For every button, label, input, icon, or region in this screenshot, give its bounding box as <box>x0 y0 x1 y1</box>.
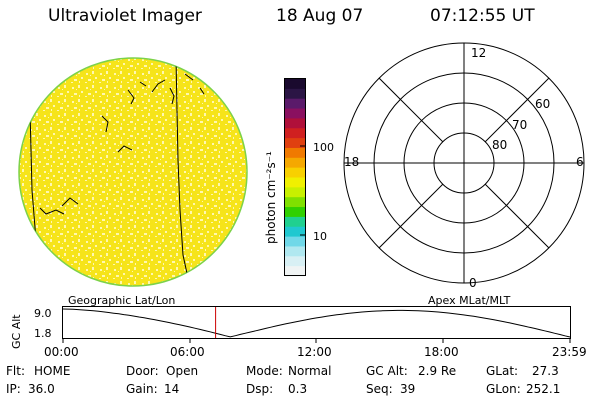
colorbar-segment <box>285 128 305 139</box>
status-glon-label: GLon: <box>486 382 521 396</box>
orbit-plot-frame <box>62 306 571 339</box>
colorbar-segment <box>285 79 305 90</box>
status-dsp-label: Dsp: <box>246 382 274 396</box>
status-glat-label: GLat: <box>486 364 519 378</box>
status-mode-label: Mode: <box>246 364 283 378</box>
polar-mlt-0: 0 <box>469 276 477 290</box>
colorbar-segment <box>285 197 305 208</box>
colorbar-tick-100: 100 <box>313 141 334 154</box>
status-gcalt-value: 2.9 Re <box>418 364 457 378</box>
colorbar-segment <box>285 138 305 149</box>
colorbar-segment <box>285 266 305 277</box>
polar-diagonal-sw <box>378 183 444 249</box>
orbit-x-1200: 12:00 <box>297 345 332 359</box>
time-label: 07:12:55 UT <box>430 6 535 26</box>
status-door-label: Door: <box>126 364 159 378</box>
globe-limb <box>18 57 248 287</box>
colorbar-segment <box>285 88 305 100</box>
status-seq-value: 39 <box>400 382 416 396</box>
status-mode-value: Normal <box>288 364 332 378</box>
colorbar-segment <box>285 216 305 228</box>
status-glon-value: 252.1 <box>526 382 561 396</box>
status-flt-value: HOME <box>34 364 71 378</box>
polar-lat-60: 60 <box>535 97 551 111</box>
status-flt-label: Flt: <box>6 364 25 378</box>
polar-lat-80: 80 <box>492 138 508 152</box>
app-title: Ultraviolet Imager <box>48 6 202 26</box>
orbit-altitude-plot <box>62 306 571 343</box>
colorbar-segment <box>285 157 305 169</box>
polar-diagonal-nw <box>378 77 444 143</box>
status-seq-label: Seq: <box>366 382 393 396</box>
orbit-right-label: Apex MLat/MLT <box>428 294 511 307</box>
orbit-y-max: 9.0 <box>34 307 52 320</box>
colorbar-segment <box>285 246 305 257</box>
orbit-x-0000: 00:00 <box>44 345 79 359</box>
polar-mlt-12: 12 <box>471 46 487 60</box>
colorbar-segment <box>285 207 305 218</box>
globe-disk <box>19 58 247 286</box>
colorbar-segment <box>285 108 305 119</box>
colorbar-segment <box>285 226 305 238</box>
uv-globe-image <box>18 57 248 287</box>
polar-lat-70: 70 <box>512 118 528 132</box>
status-ip-label: IP: <box>6 382 21 396</box>
colorbar-segment <box>285 187 305 198</box>
colorbar-segment <box>285 167 305 178</box>
orbit-altitude-curve <box>62 308 571 338</box>
status-ip-value: 36.0 <box>28 382 55 396</box>
status-dsp-value: 0.3 <box>288 382 308 396</box>
polar-grid <box>343 42 585 284</box>
colorbar-tick-10: 10 <box>313 230 327 243</box>
colorbar-unit-label: photon cm⁻²s⁻¹ <box>264 151 278 244</box>
orbit-x-0600: 06:00 <box>170 345 205 359</box>
status-gcalt-label: GC Alt: <box>366 364 408 378</box>
orbit-axis-label: GC Alt <box>10 314 23 349</box>
orbit-x-1800: 18:00 <box>424 345 459 359</box>
status-gain-value: 14 <box>164 382 180 396</box>
status-glat-value: 27.3 <box>532 364 559 378</box>
colorbar-segment <box>285 256 305 267</box>
colorbar-segment <box>285 236 305 247</box>
orbit-y-min: 1.8 <box>34 327 52 340</box>
status-gain-label: Gain: <box>126 382 158 396</box>
polar-diagonal-ne <box>484 77 550 143</box>
color-bar <box>284 78 306 277</box>
polar-diagonal-se <box>484 183 550 249</box>
orbit-left-label: Geographic Lat/Lon <box>68 294 176 307</box>
status-door-value: Open <box>166 364 199 378</box>
colorbar-segment <box>285 98 305 110</box>
orbit-x-2359: 23:59 <box>552 345 587 359</box>
polar-mlt-6: 6 <box>576 155 584 169</box>
colorbar-segment <box>285 147 305 159</box>
colorbar-segment <box>285 177 305 188</box>
colorbar-segment <box>285 118 305 129</box>
polar-mlt-18: 18 <box>344 155 360 169</box>
date-label: 18 Aug 07 <box>276 6 364 26</box>
